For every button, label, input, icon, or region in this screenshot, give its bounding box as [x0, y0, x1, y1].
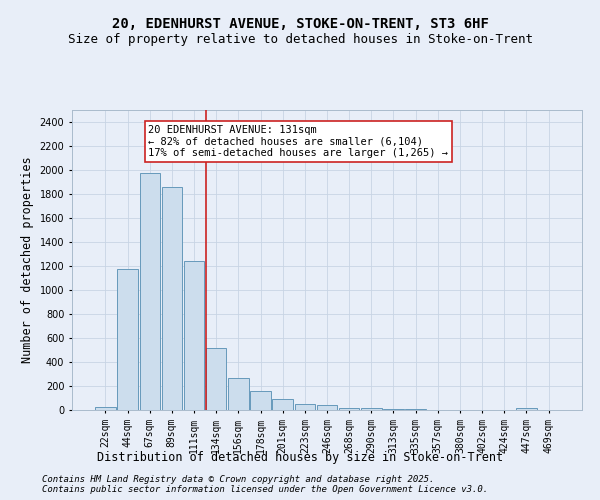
Text: 20 EDENHURST AVENUE: 131sqm
← 82% of detached houses are smaller (6,104)
17% of : 20 EDENHURST AVENUE: 131sqm ← 82% of det… — [149, 125, 449, 158]
Bar — [272, 399, 293, 410]
Bar — [95, 407, 116, 410]
Bar — [184, 261, 204, 410]
Text: Distribution of detached houses by size in Stoke-on-Trent: Distribution of detached houses by size … — [97, 451, 503, 464]
Text: Contains HM Land Registry data © Crown copyright and database right 2025.: Contains HM Land Registry data © Crown c… — [42, 475, 434, 484]
Bar — [161, 188, 182, 410]
Bar — [339, 408, 359, 410]
Text: 20, EDENHURST AVENUE, STOKE-ON-TRENT, ST3 6HF: 20, EDENHURST AVENUE, STOKE-ON-TRENT, ST… — [112, 18, 488, 32]
Bar — [317, 405, 337, 410]
Bar — [295, 404, 315, 410]
Text: Size of property relative to detached houses in Stoke-on-Trent: Size of property relative to detached ho… — [67, 32, 533, 46]
Text: Contains public sector information licensed under the Open Government Licence v3: Contains public sector information licen… — [42, 485, 488, 494]
Bar — [140, 173, 160, 410]
Y-axis label: Number of detached properties: Number of detached properties — [21, 156, 34, 364]
Bar — [228, 378, 248, 410]
Bar — [118, 269, 138, 410]
Bar — [361, 408, 382, 410]
Bar — [250, 392, 271, 410]
Bar — [206, 348, 226, 410]
Bar — [516, 408, 536, 410]
